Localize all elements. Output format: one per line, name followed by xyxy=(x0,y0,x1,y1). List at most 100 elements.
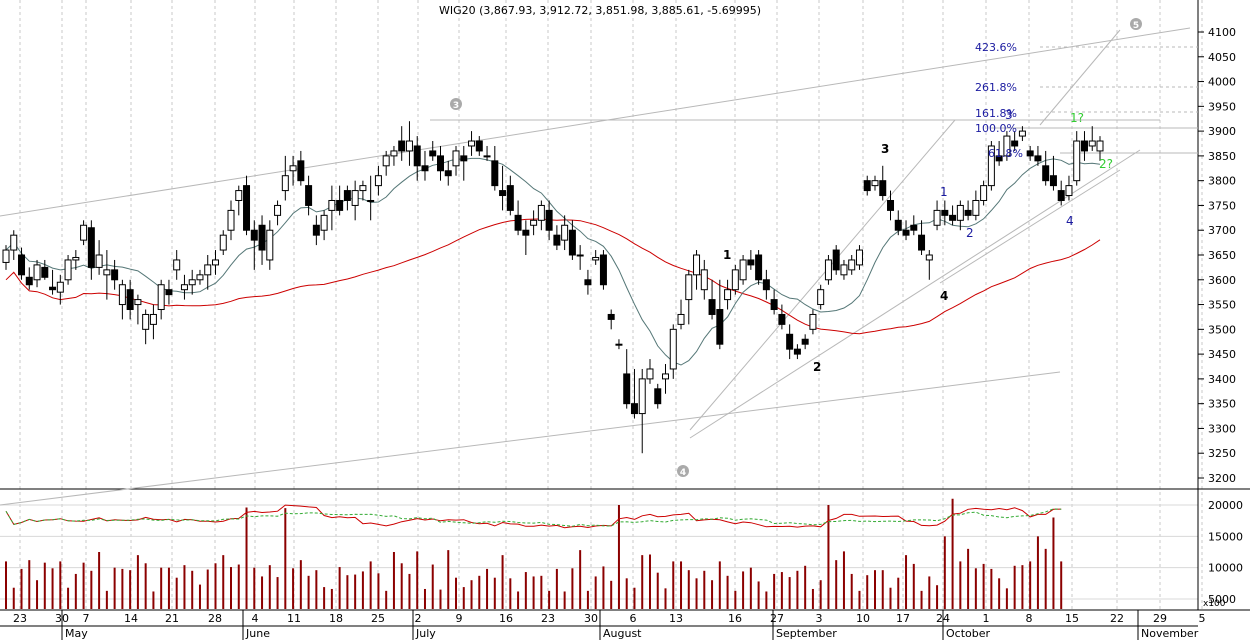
candle-up xyxy=(274,204,282,216)
day-label: 7 xyxy=(83,612,90,625)
candle-down xyxy=(995,155,1003,162)
candle-up xyxy=(157,284,165,311)
price-tick-label: 3700 xyxy=(1208,224,1236,237)
candle-up xyxy=(987,145,995,187)
candle-up xyxy=(72,256,80,261)
candle-down xyxy=(887,199,895,211)
candle-down xyxy=(894,219,902,231)
price-tick-label: 4100 xyxy=(1208,26,1236,39)
day-label: 22 xyxy=(1110,612,1124,625)
candle-up xyxy=(367,199,375,202)
candle-down xyxy=(336,199,344,211)
candle-up xyxy=(972,199,980,216)
candle-up xyxy=(80,224,88,241)
candle-up xyxy=(390,150,398,157)
candle-up xyxy=(638,378,646,415)
candle-up xyxy=(1096,140,1104,152)
major-wave-3-label: 3 xyxy=(453,101,459,111)
candles xyxy=(2,121,1104,454)
trendline-lower-long xyxy=(0,371,1061,506)
price-axis-ticks: 4100 4050 4000 3950 3900 3850 3800 3750 3700 3650… xyxy=(1208,26,1236,485)
day-label: 16 xyxy=(499,612,513,625)
day-label: 27 xyxy=(770,612,784,625)
candle-up xyxy=(1065,185,1073,197)
price-tick-label: 4000 xyxy=(1208,76,1236,89)
price-tick-label: 4050 xyxy=(1208,51,1236,64)
candle-up xyxy=(351,190,359,206)
candle-down xyxy=(506,185,514,211)
candle-down xyxy=(1042,165,1050,182)
candle-up xyxy=(211,259,219,266)
candle-down xyxy=(964,209,972,216)
candle-up xyxy=(134,299,142,306)
volume-bars xyxy=(5,498,1063,609)
candle-down xyxy=(568,229,576,256)
candle-down xyxy=(165,289,173,296)
candle-down xyxy=(747,259,755,266)
candle-up xyxy=(33,264,41,281)
candle-up xyxy=(483,155,491,158)
price-tick-label: 3900 xyxy=(1208,125,1236,138)
day-label: 23 xyxy=(13,612,27,625)
volume-unit-label: x100 xyxy=(1203,599,1226,609)
horizontal-gridlines xyxy=(0,31,1204,600)
candle-down xyxy=(778,313,786,325)
candle-up xyxy=(739,259,747,281)
candle-down xyxy=(49,286,57,291)
candle-up xyxy=(118,284,126,306)
candle-up xyxy=(700,269,708,291)
candle-down xyxy=(126,289,134,311)
candle-up xyxy=(2,249,10,263)
day-label: 2 xyxy=(415,612,422,625)
candle-down xyxy=(770,299,778,311)
candle-up xyxy=(693,254,701,276)
candle-down xyxy=(1080,140,1088,152)
price-tick-label: 3400 xyxy=(1208,373,1236,386)
candle-up xyxy=(95,254,103,268)
price-tick-label: 3450 xyxy=(1208,348,1236,361)
candle-up xyxy=(227,209,235,231)
price-tick-label: 3800 xyxy=(1208,175,1236,188)
candle-down xyxy=(460,155,468,162)
candle-down xyxy=(863,180,871,192)
candle-down xyxy=(941,209,949,216)
price-tick-label: 3750 xyxy=(1208,199,1236,212)
candle-down xyxy=(910,224,918,231)
candle-up xyxy=(266,229,274,261)
wave-label-4: 4 xyxy=(940,289,948,303)
price-tick-label: 3550 xyxy=(1208,299,1236,312)
candle-down xyxy=(553,234,561,246)
candle-down xyxy=(584,279,592,286)
candle-down xyxy=(1011,140,1019,147)
candle-up xyxy=(855,249,863,266)
candle-up xyxy=(219,234,227,251)
candle-up xyxy=(180,284,188,291)
candle-down xyxy=(654,388,662,405)
candle-down xyxy=(630,403,638,415)
candle-up xyxy=(871,180,879,187)
candle-up xyxy=(320,214,328,231)
candle-down xyxy=(607,313,615,320)
candle-down xyxy=(949,214,957,221)
candle-up xyxy=(980,185,988,201)
candle-up xyxy=(824,259,832,281)
candle-down xyxy=(623,373,631,405)
price-tick-label: 3500 xyxy=(1208,323,1236,336)
day-label: 6 xyxy=(630,612,637,625)
wave-label-sub-4: 4 xyxy=(1066,214,1074,228)
wave-label-2: 2 xyxy=(813,360,821,374)
candle-down xyxy=(801,338,809,345)
candle-down xyxy=(599,254,607,286)
candle-up xyxy=(646,368,654,380)
day-label: 11 xyxy=(287,612,301,625)
candle-up xyxy=(615,343,623,346)
day-label: 29 xyxy=(1153,612,1167,625)
candle-up xyxy=(173,259,181,271)
candle-down xyxy=(879,180,887,197)
fib-label-1618: 161.8% xyxy=(975,107,1017,120)
fib-label-618: 61.8% xyxy=(988,147,1023,160)
candle-up xyxy=(188,279,196,286)
month-label: May xyxy=(65,627,88,640)
candle-up xyxy=(196,274,204,281)
